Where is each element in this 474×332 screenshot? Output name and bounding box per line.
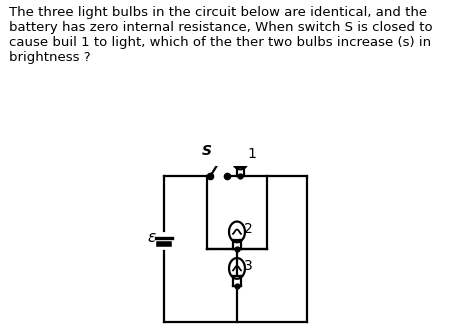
Text: The three light bulbs in the circuit below are identical, and the
battery has ze: The three light bulbs in the circuit bel…: [9, 6, 433, 64]
Text: 1: 1: [247, 147, 256, 161]
Text: S: S: [202, 144, 212, 158]
Text: $\varepsilon$: $\varepsilon$: [147, 230, 157, 245]
Text: 3: 3: [244, 259, 253, 273]
Text: 2: 2: [244, 222, 253, 236]
